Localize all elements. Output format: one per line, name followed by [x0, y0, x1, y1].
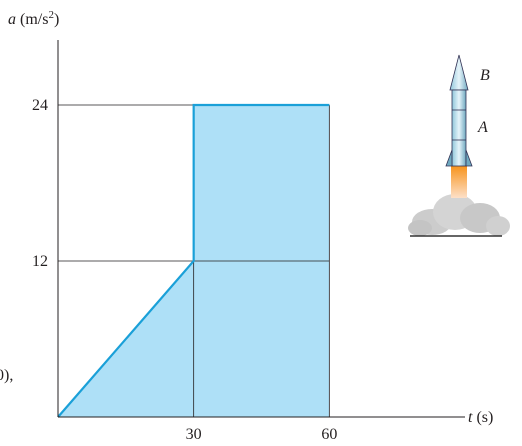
x-tick-label: 30	[186, 426, 202, 443]
y-tick-label: 12	[32, 253, 48, 270]
y-axis-label: a (m/s2)	[8, 9, 59, 28]
y-tick-label: 24	[32, 97, 48, 114]
area-line	[57, 103, 330, 418]
x-axis-label: t (s)	[468, 409, 493, 426]
figure-label: B	[480, 67, 490, 84]
rocket-illustration: B A	[408, 54, 510, 237]
figure-label: A	[477, 119, 488, 136]
x-tick-label: 60	[321, 426, 337, 443]
text-fragment: 0),	[0, 367, 13, 384]
